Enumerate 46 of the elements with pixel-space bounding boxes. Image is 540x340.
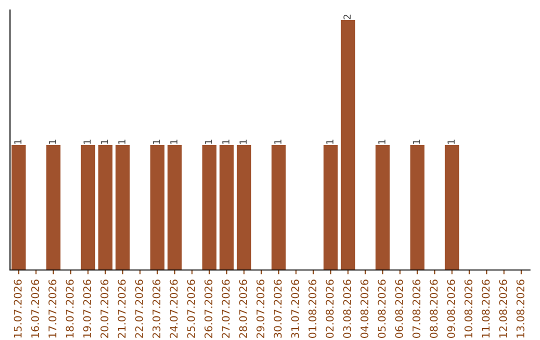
data-label: 1 [48,140,56,144]
x-tick-label: 19.07.2026 [83,280,92,338]
x-tick-label: 16.07.2026 [31,280,40,338]
data-label: 1 [14,140,22,144]
x-tick-label: 05.08.2026 [378,280,386,338]
x-tick-label: 03.08.2026 [343,280,352,338]
x-tick-label: 26.07.2026 [204,280,212,338]
x-tick-label: 15.07.2026 [14,280,22,338]
data-label: 1 [412,140,420,144]
data-label: 1 [118,140,126,144]
x-tick-label: 24.07.2026 [170,280,178,338]
x-tick-label: 13.08.2026 [516,280,524,338]
x-tick-label: 09.08.2026 [447,280,456,338]
x-tick-label: 25.07.2026 [187,280,196,338]
data-label: 1 [448,140,455,144]
x-tick-label: 10.08.2026 [464,280,472,338]
x-tick-label: 06.08.2026 [395,280,404,338]
x-tick-label: 22.07.2026 [135,280,144,338]
x-tick-label: 23.07.2026 [152,280,160,338]
data-label: 1 [240,140,247,144]
data-label: 1 [274,140,282,144]
x-tick-label: 07.08.2026 [412,280,420,338]
x-tick-label: 18.07.2026 [66,280,74,338]
data-label: 1 [378,140,386,144]
x-tick-label: 02.08.2026 [326,280,334,338]
x-tick-label: 17.07.2026 [48,280,56,338]
data-label: 1 [170,140,178,144]
data-label: 1 [204,140,212,144]
x-tick-label: 20.07.2026 [100,280,108,338]
data-label: 2 [343,14,351,20]
x-tick-label: 21.07.2026 [118,280,126,338]
x-tick-label: 30.07.2026 [274,280,282,338]
data-label: 1 [326,140,334,144]
x-tick-label: 08.08.2026 [430,280,438,338]
data-label: 1 [222,140,230,144]
x-tick-label: 31.07.2026 [291,280,300,338]
x-tick-label: 04.08.2026 [360,280,368,338]
x-tick-label: 11.08.2026 [482,280,490,338]
x-tick-label: 28.07.2026 [239,280,248,338]
data-label: 1 [100,140,108,144]
data-label: 1 [84,140,91,144]
x-tick-label: 12.08.2026 [499,280,508,338]
x-tick-label: 27.07.2026 [222,280,230,338]
data-label: 1 [152,140,160,144]
x-tick-label: 29.07.2026 [256,280,264,338]
x-tick-label: 01.08.2026 [308,280,316,338]
